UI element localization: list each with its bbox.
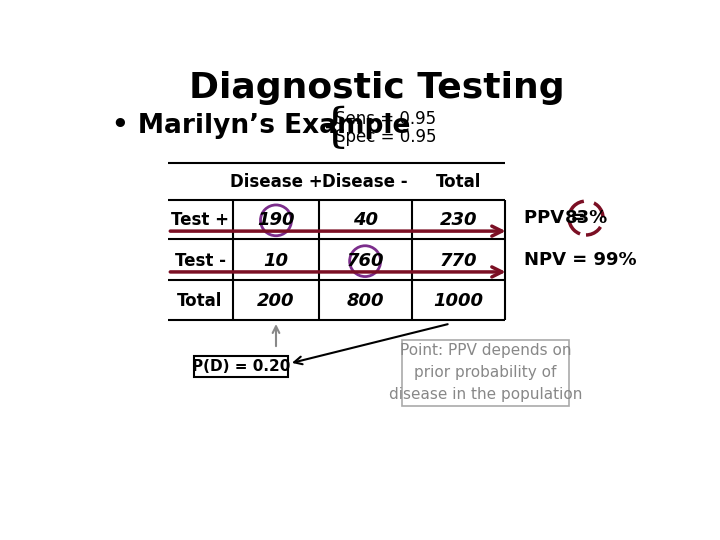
Text: 10: 10 — [264, 252, 289, 270]
Text: Total: Total — [436, 173, 481, 191]
Text: 200: 200 — [257, 292, 294, 310]
Text: Diagnostic Testing: Diagnostic Testing — [189, 71, 564, 105]
Text: Spec = 0.95: Spec = 0.95 — [335, 128, 436, 146]
Text: Sens = 0.95: Sens = 0.95 — [335, 110, 436, 127]
FancyBboxPatch shape — [402, 340, 569, 406]
Text: 83%: 83% — [564, 209, 608, 227]
Text: Disease +: Disease + — [230, 173, 323, 191]
Text: 40: 40 — [353, 211, 377, 230]
Text: P(D) = 0.20: P(D) = 0.20 — [192, 359, 290, 374]
FancyBboxPatch shape — [194, 356, 289, 377]
Text: 190: 190 — [257, 211, 294, 230]
Text: Test +: Test + — [171, 211, 229, 230]
Text: PPV =: PPV = — [524, 209, 585, 227]
Text: Total: Total — [177, 292, 222, 310]
Text: Test -: Test - — [174, 252, 225, 270]
Text: 770: 770 — [439, 252, 477, 270]
Text: Point: PPV depends on
prior probability of
disease in the population: Point: PPV depends on prior probability … — [389, 343, 582, 402]
Text: 760: 760 — [346, 252, 384, 270]
Text: • Marilyn’s Example: • Marilyn’s Example — [112, 113, 410, 139]
Text: 1000: 1000 — [433, 292, 483, 310]
Text: 230: 230 — [439, 211, 477, 230]
Text: {: { — [320, 105, 349, 151]
Text: 800: 800 — [346, 292, 384, 310]
Text: Disease -: Disease - — [323, 173, 408, 191]
Text: NPV = 99%: NPV = 99% — [524, 252, 636, 269]
